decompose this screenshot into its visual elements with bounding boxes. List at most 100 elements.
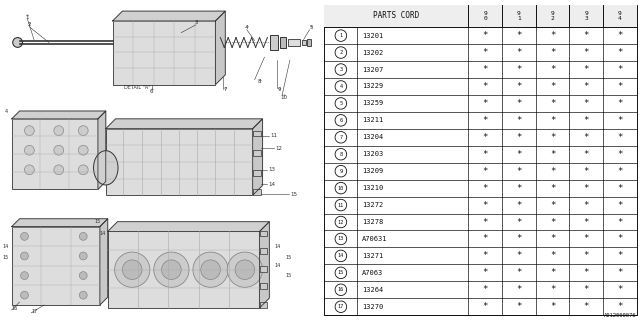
Text: 7: 7 [223, 87, 227, 92]
Circle shape [24, 145, 35, 155]
Bar [324, 5, 637, 27]
Text: *: * [550, 48, 555, 57]
Polygon shape [253, 119, 262, 195]
Text: *: * [617, 48, 623, 57]
Circle shape [20, 272, 28, 279]
Circle shape [54, 126, 63, 135]
Bar [270, 35, 278, 50]
Text: *: * [550, 268, 555, 277]
Text: *: * [483, 31, 488, 40]
Text: *: * [516, 235, 522, 244]
Text: *: * [617, 235, 623, 244]
Text: *: * [516, 99, 522, 108]
Circle shape [161, 260, 181, 279]
Text: 13209: 13209 [362, 168, 383, 174]
Text: *: * [617, 65, 623, 74]
Text: *: * [550, 150, 555, 159]
Text: 10: 10 [338, 186, 344, 191]
Text: *: * [483, 184, 488, 193]
Circle shape [24, 126, 35, 135]
Text: *: * [483, 48, 488, 57]
Text: *: * [516, 82, 522, 91]
Text: *: * [617, 285, 623, 294]
Bar [253, 189, 260, 195]
Bar [301, 40, 305, 45]
Text: *: * [617, 302, 623, 311]
Circle shape [335, 30, 347, 41]
Text: *: * [617, 133, 623, 142]
Text: 15: 15 [95, 219, 101, 224]
Circle shape [54, 165, 63, 175]
Text: 3: 3 [194, 20, 198, 25]
Text: *: * [617, 218, 623, 227]
Bar [307, 38, 312, 46]
Text: *: * [584, 31, 589, 40]
Text: 15: 15 [286, 273, 292, 278]
Text: *: * [516, 184, 522, 193]
Circle shape [335, 81, 347, 92]
Circle shape [79, 272, 87, 279]
Circle shape [335, 64, 347, 75]
Text: *: * [483, 218, 488, 227]
Text: 13264: 13264 [362, 287, 383, 293]
Bar [12, 119, 98, 189]
Text: *: * [584, 167, 589, 176]
Text: *: * [584, 302, 589, 311]
Bar [260, 248, 268, 254]
Circle shape [122, 260, 142, 279]
Text: *: * [483, 252, 488, 260]
Circle shape [335, 216, 347, 228]
Text: 13259: 13259 [362, 100, 383, 106]
Text: *: * [516, 302, 522, 311]
Text: *: * [617, 184, 623, 193]
Text: *: * [483, 133, 488, 142]
Text: 5: 5 [310, 25, 313, 30]
Text: 11: 11 [338, 203, 344, 208]
Text: *: * [516, 201, 522, 210]
Text: *: * [516, 133, 522, 142]
Text: 9: 9 [277, 87, 281, 92]
Text: *: * [483, 99, 488, 108]
Text: *: * [584, 116, 589, 125]
Text: *: * [550, 302, 555, 311]
Text: *: * [617, 167, 623, 176]
Text: *: * [584, 48, 589, 57]
Text: *: * [550, 201, 555, 210]
Text: *: * [550, 285, 555, 294]
Text: 2: 2 [339, 50, 342, 55]
Text: *: * [584, 133, 589, 142]
Text: *: * [550, 252, 555, 260]
Bar [260, 302, 268, 308]
Circle shape [335, 182, 347, 194]
Circle shape [335, 132, 347, 143]
Text: *: * [550, 116, 555, 125]
Text: *: * [516, 65, 522, 74]
Text: 9: 9 [339, 169, 342, 174]
Circle shape [20, 232, 28, 240]
Text: *: * [584, 252, 589, 260]
Circle shape [13, 37, 22, 47]
Circle shape [54, 145, 63, 155]
Text: 9
4: 9 4 [618, 11, 622, 21]
Bar [260, 284, 268, 289]
Circle shape [20, 252, 28, 260]
Text: 14: 14 [269, 182, 276, 187]
Text: 5: 5 [339, 101, 342, 106]
Text: *: * [584, 235, 589, 244]
Circle shape [79, 232, 87, 240]
Polygon shape [216, 11, 225, 84]
Circle shape [78, 126, 88, 135]
Polygon shape [108, 222, 269, 231]
Text: *: * [550, 65, 555, 74]
Text: *: * [584, 201, 589, 210]
Bar [108, 231, 260, 308]
Text: 13271: 13271 [362, 253, 383, 259]
Bar [113, 21, 216, 84]
Text: *: * [550, 235, 555, 244]
Text: 13207: 13207 [362, 67, 383, 73]
Polygon shape [260, 222, 269, 308]
Text: *: * [516, 285, 522, 294]
Text: 9
3: 9 3 [584, 11, 588, 21]
Text: 13: 13 [338, 236, 344, 242]
Text: *: * [516, 48, 522, 57]
